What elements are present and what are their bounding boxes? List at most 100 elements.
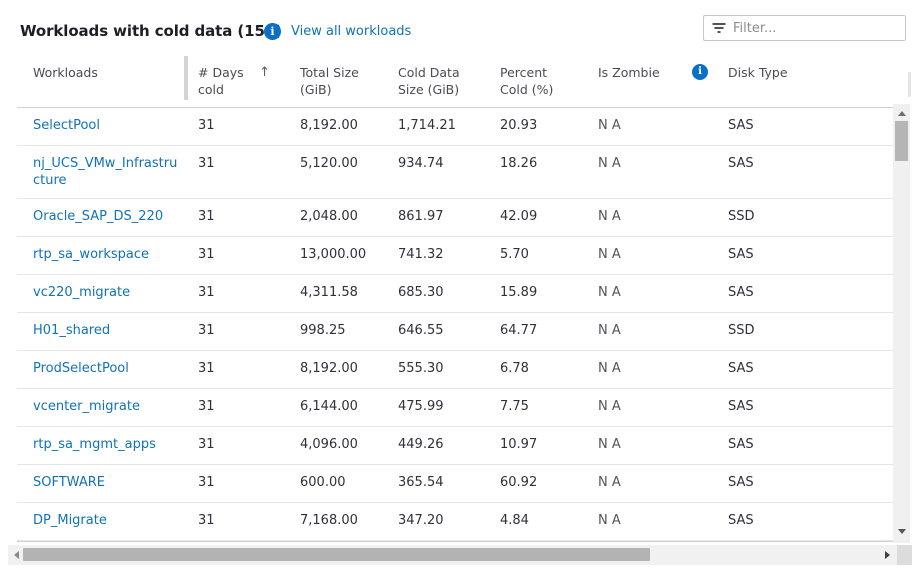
cell-workload: rtp_sa_workspace	[17, 237, 186, 274]
cell-percent-cold: 20.93	[500, 117, 538, 133]
cell-is-zombie: N A	[598, 117, 621, 133]
cell-days-cold: 31	[198, 284, 215, 300]
table-row: vcenter_migrate 31 6,144.00 475.99 7.75 …	[17, 388, 893, 427]
sort-ascending-icon: ↑	[259, 65, 270, 80]
table-row: DP_Migrate 31 7,168.00 347.20 4.84 N A S…	[17, 502, 893, 541]
view-all-workloads-link[interactable]: View all workloads	[291, 24, 412, 39]
workload-link[interactable]: SOFTWARE	[33, 474, 105, 490]
vertical-scrollbar[interactable]	[893, 104, 910, 543]
cell-cold-data-size: 685.30	[398, 284, 444, 300]
cell-total-size: 6,144.00	[300, 398, 358, 414]
filter-box[interactable]	[703, 15, 906, 41]
cell-disk-type: SAS	[728, 436, 754, 452]
cell-cold-data-size: 1,714.21	[398, 117, 456, 133]
cell-percent-cold: 64.77	[500, 322, 538, 338]
cell-percent-cold: 4.84	[500, 512, 529, 528]
cell-percent-cold: 15.89	[500, 284, 538, 300]
cell-is-zombie: N A	[598, 155, 621, 171]
cell-cold-data-size: 646.55	[398, 322, 444, 338]
cell-disk-type: SSD	[728, 208, 755, 224]
workload-link[interactable]: SelectPool	[33, 117, 100, 133]
horizontal-scrollbar-thumb[interactable]	[23, 548, 650, 561]
workload-link[interactable]: Oracle_SAP_DS_220	[33, 208, 164, 224]
table-row: H01_shared 31 998.25 646.55 64.77 N A SS…	[17, 312, 893, 351]
cell-is-zombie: N A	[598, 322, 621, 338]
cell-is-zombie: N A	[598, 208, 621, 224]
cell-is-zombie: N A	[598, 398, 621, 414]
cell-percent-cold: 6.78	[500, 360, 529, 376]
cell-percent-cold: 5.70	[500, 246, 529, 262]
cell-days-cold: 31	[198, 246, 215, 262]
cell-total-size: 4,096.00	[300, 436, 358, 452]
cell-workload: Oracle_SAP_DS_220	[17, 199, 186, 236]
filter-input[interactable]	[733, 20, 897, 36]
cell-total-size: 8,192.00	[300, 360, 358, 376]
column-header-cold-data-size[interactable]: Cold Data Size (GiB)	[398, 65, 460, 97]
column-header-days-cold[interactable]: # Days cold ↑	[184, 55, 288, 107]
table-body: SelectPool 31 8,192.00 1,714.21 20.93 N …	[17, 107, 893, 541]
cell-percent-cold: 10.97	[500, 436, 538, 452]
cell-days-cold: 31	[198, 398, 215, 414]
cell-disk-type: SAS	[728, 117, 754, 133]
column-header-workloads[interactable]: Workloads	[33, 65, 98, 80]
workload-link[interactable]: rtp_sa_workspace	[33, 246, 150, 262]
cell-total-size: 4,311.58	[300, 284, 358, 300]
cell-days-cold: 31	[198, 322, 215, 338]
scroll-up-icon[interactable]	[898, 111, 906, 116]
cell-workload: SelectPool	[17, 108, 186, 145]
partial-column-divider	[908, 72, 911, 97]
is-zombie-info-icon[interactable]: i	[692, 64, 708, 80]
cell-total-size: 8,192.00	[300, 117, 358, 133]
workload-link[interactable]: vc220_migrate	[33, 284, 131, 300]
cell-total-size: 998.25	[300, 322, 346, 338]
table-header-row: Workloads # Days cold ↑ Total Size (GiB)…	[17, 55, 893, 108]
scroll-left-icon[interactable]	[14, 551, 19, 559]
cell-is-zombie: N A	[598, 360, 621, 376]
cell-days-cold: 31	[198, 117, 215, 133]
cell-total-size: 600.00	[300, 474, 346, 490]
cell-workload: rtp_sa_mgmt_apps	[17, 427, 186, 464]
table-row: SOFTWARE 31 600.00 365.54 60.92 N A SAS	[17, 464, 893, 503]
cell-workload: SOFTWARE	[17, 465, 186, 502]
cell-is-zombie: N A	[598, 246, 621, 262]
table-row: rtp_sa_workspace 31 13,000.00 741.32 5.7…	[17, 236, 893, 275]
cell-cold-data-size: 934.74	[398, 155, 444, 171]
workload-link[interactable]: vcenter_migrate	[33, 398, 140, 414]
column-header-disk-type[interactable]: Disk Type	[728, 65, 788, 80]
column-header-total-size[interactable]: Total Size (GiB)	[300, 65, 359, 97]
cell-workload: nj_UCS_VMw_Infrastructure	[17, 146, 186, 198]
cell-workload: vcenter_migrate	[17, 389, 186, 426]
cell-cold-data-size: 449.26	[398, 436, 444, 452]
scroll-right-icon[interactable]	[885, 551, 890, 559]
cell-workload: DP_Migrate	[17, 503, 186, 540]
cell-percent-cold: 18.26	[500, 155, 538, 171]
workload-link[interactable]: H01_shared	[33, 322, 111, 338]
cell-days-cold: 31	[198, 474, 215, 490]
title-info-icon[interactable]: i	[264, 23, 281, 40]
column-header-is-zombie[interactable]: Is Zombie i	[586, 55, 716, 107]
cell-workload: ProdSelectPool	[17, 351, 186, 388]
cell-disk-type: SAS	[728, 284, 754, 300]
table-row: ProdSelectPool 31 8,192.00 555.30 6.78 N…	[17, 350, 893, 389]
cell-is-zombie: N A	[598, 284, 621, 300]
cell-cold-data-size: 347.20	[398, 512, 444, 528]
cell-days-cold: 31	[198, 360, 215, 376]
cell-total-size: 7,168.00	[300, 512, 358, 528]
workload-link[interactable]: rtp_sa_mgmt_apps	[33, 436, 156, 452]
cell-days-cold: 31	[198, 208, 215, 224]
scroll-down-icon[interactable]	[898, 529, 906, 534]
workload-link[interactable]: ProdSelectPool	[33, 360, 129, 376]
cell-disk-type: SAS	[728, 360, 754, 376]
cell-cold-data-size: 555.30	[398, 360, 444, 376]
cell-days-cold: 31	[198, 155, 215, 171]
cell-disk-type: SSD	[728, 322, 755, 338]
cell-disk-type: SAS	[728, 246, 754, 262]
horizontal-scrollbar[interactable]	[8, 545, 897, 565]
vertical-scrollbar-thumb[interactable]	[895, 121, 908, 161]
workload-link[interactable]: DP_Migrate	[33, 512, 107, 528]
cell-total-size: 5,120.00	[300, 155, 358, 171]
workload-link[interactable]: nj_UCS_VMw_Infrastructure	[33, 155, 178, 188]
column-header-percent-cold[interactable]: Percent Cold (%)	[500, 65, 554, 97]
cell-cold-data-size: 741.32	[398, 246, 444, 262]
